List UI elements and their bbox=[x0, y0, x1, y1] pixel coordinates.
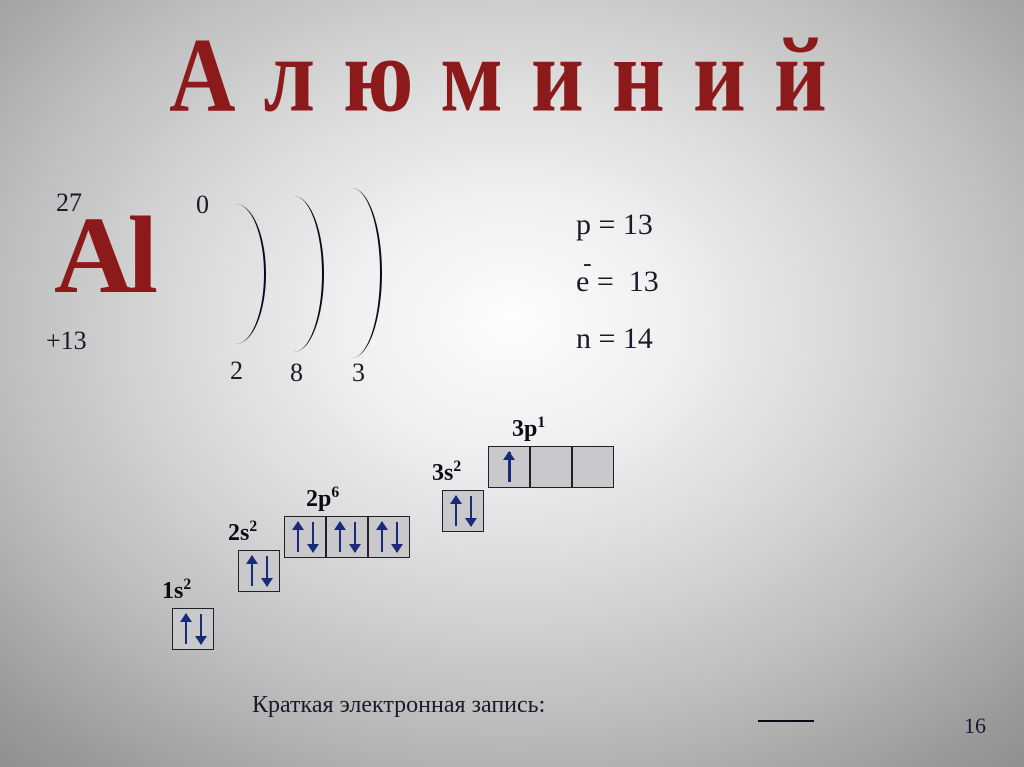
spin-down-icon bbox=[261, 556, 273, 586]
spin-down-icon bbox=[307, 522, 319, 552]
orbital-box bbox=[238, 550, 280, 592]
orbital-box bbox=[488, 446, 530, 488]
spin-up-icon bbox=[503, 452, 515, 482]
shell-electron-count: 8 bbox=[290, 358, 303, 388]
neutron-row: n = 14 bbox=[576, 310, 659, 367]
orbital-box bbox=[326, 516, 368, 558]
orbital-row bbox=[238, 550, 280, 592]
proton-value: 13 bbox=[623, 208, 653, 241]
shell-electron-count: 3 bbox=[352, 358, 365, 388]
spin-down-icon bbox=[391, 522, 403, 552]
shell-electron-count: 2 bbox=[230, 356, 243, 386]
shell-arc bbox=[294, 196, 324, 352]
proton-label: p = bbox=[576, 208, 615, 241]
caption-text: Краткая электронная запись: bbox=[252, 692, 545, 719]
spin-down-icon bbox=[465, 496, 477, 526]
orbital-box bbox=[572, 446, 614, 488]
spin-up-icon bbox=[376, 522, 388, 552]
orbital-box bbox=[368, 516, 410, 558]
orbital-label: 1s2 bbox=[162, 576, 191, 605]
charge-superscript: 0 bbox=[196, 190, 209, 220]
particle-counts: p = 13 e = 13 n = 14 bbox=[576, 196, 659, 367]
orbital-row bbox=[172, 608, 214, 650]
spin-up-icon bbox=[292, 522, 304, 552]
mass-number: 27 bbox=[56, 188, 82, 218]
spin-down-icon bbox=[195, 614, 207, 644]
neutron-value: 14 bbox=[623, 322, 653, 355]
electron-value: 13 bbox=[629, 265, 659, 298]
spin-up-icon bbox=[246, 556, 258, 586]
orbital-label: 3s2 bbox=[432, 458, 461, 487]
orbital-row bbox=[488, 446, 614, 488]
orbital-row bbox=[284, 516, 410, 558]
orbital-box bbox=[172, 608, 214, 650]
electron-row: e = 13 bbox=[576, 253, 659, 310]
electron-label: e = bbox=[576, 253, 614, 310]
answer-blank-line bbox=[758, 720, 814, 722]
spin-up-icon bbox=[450, 496, 462, 526]
orbital-box bbox=[530, 446, 572, 488]
shell-arc bbox=[352, 188, 382, 358]
neutron-label: n = bbox=[576, 322, 615, 355]
atomic-number: +13 bbox=[46, 326, 87, 356]
orbital-row bbox=[442, 490, 484, 532]
orbital-label: 2s2 bbox=[228, 518, 257, 547]
orbital-box bbox=[442, 490, 484, 532]
spin-up-icon bbox=[334, 522, 346, 552]
spin-up-icon bbox=[180, 614, 192, 644]
orbital-label: 3p1 bbox=[512, 414, 545, 443]
spin-down-icon bbox=[349, 522, 361, 552]
orbital-box bbox=[284, 516, 326, 558]
shell-arc bbox=[236, 204, 266, 344]
orbital-label: 2p6 bbox=[306, 484, 339, 513]
slide-number: 16 bbox=[964, 713, 986, 739]
page-title: Алюминий bbox=[0, 14, 1024, 136]
